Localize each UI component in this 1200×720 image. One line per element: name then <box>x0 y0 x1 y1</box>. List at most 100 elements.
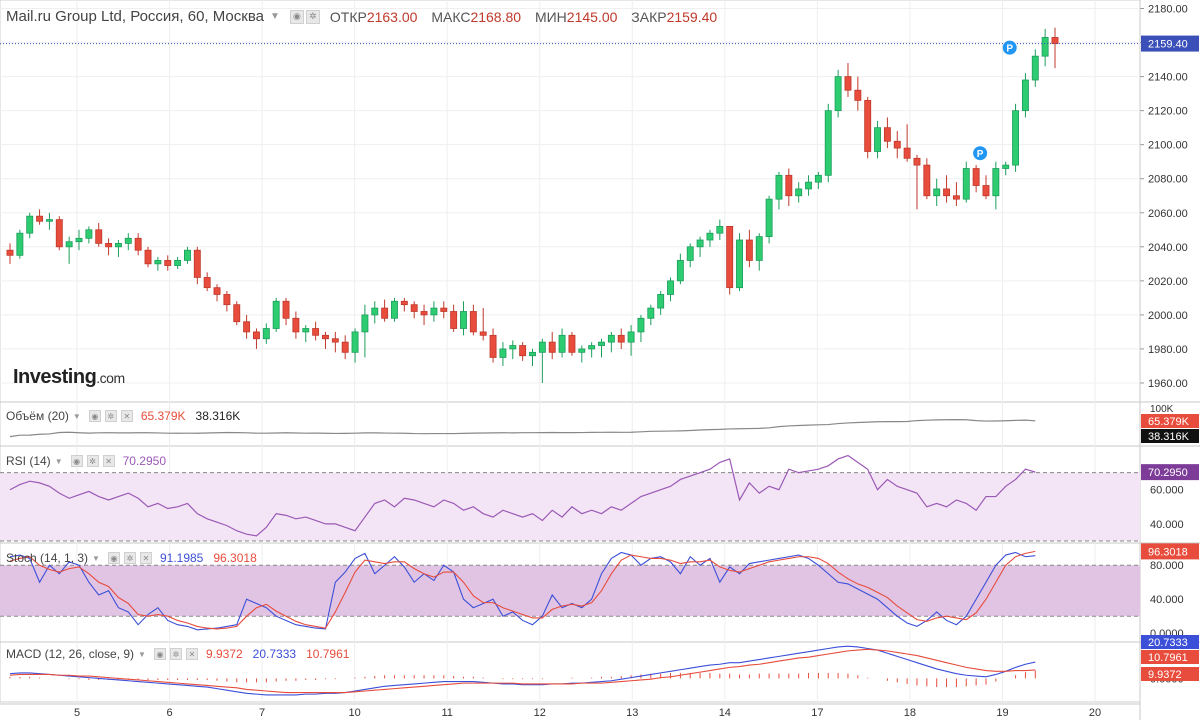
candle <box>95 229 103 244</box>
close-icon[interactable]: ✕ <box>102 455 115 467</box>
candle <box>538 341 546 353</box>
candle <box>716 225 724 234</box>
candle <box>696 239 704 248</box>
candle <box>578 348 586 353</box>
candle <box>795 188 803 197</box>
eye-icon[interactable]: ◉ <box>107 552 120 564</box>
gear-icon[interactable]: ✲ <box>123 552 136 564</box>
candle <box>203 277 211 289</box>
candle <box>75 237 83 243</box>
candle <box>943 188 951 197</box>
candle <box>854 89 862 101</box>
macd-signal-value: 10.7961 <box>306 647 350 661</box>
candle <box>499 348 507 358</box>
gear-icon[interactable]: ✲ <box>104 410 117 422</box>
rsi-tick-label: 40.000 <box>1150 519 1184 531</box>
volume-badge-1 <box>1141 414 1199 428</box>
eye-icon[interactable]: ◉ <box>70 455 83 467</box>
candle <box>824 110 832 176</box>
logo-main: Investing <box>13 366 97 388</box>
stoch-tick-label: 80.000 <box>1150 560 1184 572</box>
candle <box>814 174 822 183</box>
symbol-dropdown-icon[interactable]: ▼ <box>269 11 280 22</box>
candle <box>657 294 665 309</box>
candle <box>262 328 270 340</box>
eye-icon[interactable]: ◉ <box>289 9 304 24</box>
candle <box>785 174 793 197</box>
gear-icon[interactable]: ✲ <box>169 648 182 660</box>
volume-dropdown-icon[interactable]: ▼ <box>72 411 81 421</box>
volume-axis-label: 100K <box>1150 404 1174 415</box>
close-icon[interactable]: ✕ <box>120 410 133 422</box>
symbol-title[interactable]: Mail.ru Group Ltd, Россия, 60, Москва <box>6 8 264 25</box>
macd-dropdown-icon[interactable]: ▼ <box>138 649 146 659</box>
stoch-band <box>0 565 1140 617</box>
candle <box>962 168 970 200</box>
candle <box>16 232 24 256</box>
close-icon[interactable]: ✕ <box>139 552 152 564</box>
price-tick-label: 2080.00 <box>1148 174 1188 186</box>
candle <box>312 328 320 336</box>
rsi-dropdown-icon[interactable]: ▼ <box>54 456 63 466</box>
candle <box>529 351 536 357</box>
gear-icon[interactable]: ✲ <box>86 455 99 467</box>
macd-badge-text: 20.7333 <box>1148 637 1188 649</box>
candle <box>164 260 172 266</box>
stoch-k-value: 91.1985 <box>159 551 204 565</box>
time-tick-label: 6 <box>166 707 172 719</box>
candle <box>479 331 487 336</box>
candle <box>322 334 329 340</box>
volume-value-2: 38.316K <box>195 409 241 423</box>
volume-badge-2 <box>1141 429 1199 443</box>
candle <box>676 260 684 282</box>
candle <box>400 300 408 306</box>
candle <box>775 174 783 200</box>
candle <box>913 157 921 166</box>
stoch-dropdown-icon[interactable]: ▼ <box>92 553 100 563</box>
pivot-marker-label: P <box>1006 44 1013 55</box>
candle <box>726 225 734 289</box>
price-tick-label: 2060.00 <box>1148 208 1188 220</box>
candle <box>607 334 615 343</box>
candle <box>341 341 349 353</box>
gear-icon[interactable]: ✲ <box>305 9 320 24</box>
price-tick-label: 2140.00 <box>1148 72 1188 84</box>
candle <box>1031 55 1039 81</box>
candle <box>1051 37 1059 44</box>
time-tick-label: 12 <box>534 707 546 719</box>
candle <box>1002 164 1010 169</box>
volume-label[interactable]: Объём (20) <box>6 409 69 423</box>
candle <box>134 237 142 251</box>
rsi-badge-text: 70.2950 <box>1148 467 1188 479</box>
time-tick-label: 7 <box>259 707 265 719</box>
volume-value-1: 65.379K <box>140 409 186 423</box>
candle <box>627 331 635 343</box>
macd-label[interactable]: MACD (12, 26, close, 9) <box>6 647 135 661</box>
price-tick-label: 2180.00 <box>1148 4 1188 16</box>
eye-icon[interactable]: ◉ <box>153 648 166 660</box>
stoch-label[interactable]: Stoch (14, 1, 3) <box>6 551 89 565</box>
stoch-k-line <box>9 551 1036 631</box>
candle <box>430 307 438 316</box>
candle <box>85 229 93 239</box>
stoch-badge <box>1141 543 1199 560</box>
candle <box>1012 110 1020 166</box>
chart-header: Mail.ru Group Ltd, Россия, 60, Москва ▼ … <box>6 8 727 25</box>
volume-badge-2-text: 38.316K <box>1148 431 1190 443</box>
rsi-label[interactable]: RSI (14) <box>6 454 51 468</box>
candle <box>598 341 605 346</box>
candle <box>193 249 201 278</box>
candle <box>469 311 477 333</box>
candle <box>548 341 556 353</box>
close-icon[interactable]: ✕ <box>185 648 198 660</box>
candle <box>26 215 34 234</box>
eye-icon[interactable]: ◉ <box>88 410 101 422</box>
rsi-tick-label: 60.000 <box>1150 485 1184 497</box>
candle <box>233 304 241 323</box>
price-tick-label: 2000.00 <box>1148 310 1188 322</box>
candle <box>65 241 73 248</box>
candle <box>893 140 901 149</box>
candle <box>450 311 458 329</box>
candle <box>243 321 251 333</box>
